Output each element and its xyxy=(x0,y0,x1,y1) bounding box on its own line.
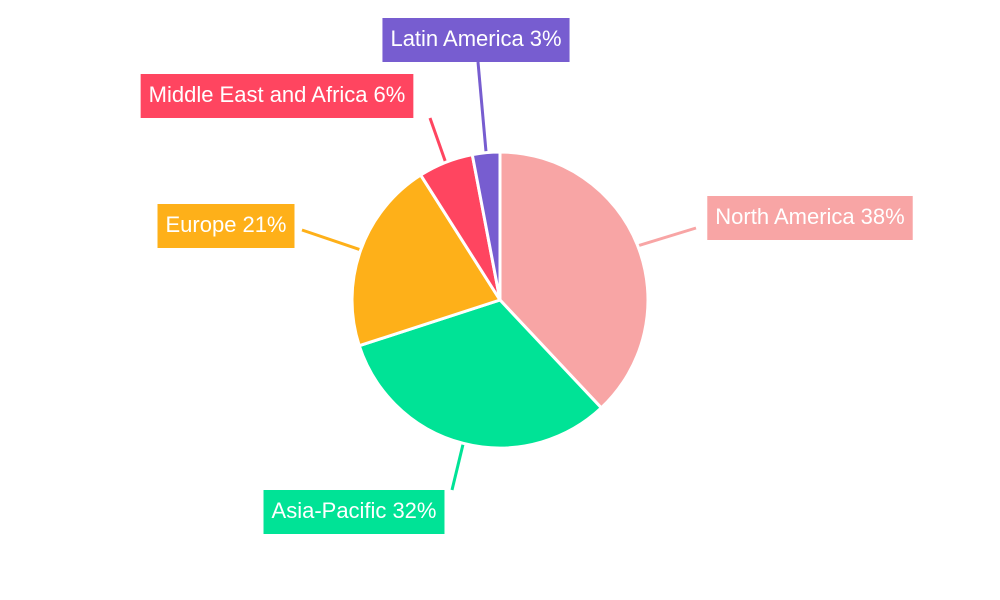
label-text: Latin America 3% xyxy=(390,26,561,51)
pie-slice xyxy=(498,150,650,411)
label-value: 21% xyxy=(242,212,286,237)
data-label: Latin America 3% xyxy=(382,18,570,62)
pie-slice xyxy=(357,298,604,450)
connectors xyxy=(301,61,697,491)
label-box xyxy=(140,74,414,118)
data-label: Asia-Pacific 32% xyxy=(263,490,445,534)
label-box xyxy=(707,196,913,240)
data-label: Middle East and Africa 6% xyxy=(140,74,414,118)
label-value: 32% xyxy=(392,498,436,523)
label-category: North America xyxy=(715,204,855,229)
label-text: Europe 21% xyxy=(166,212,287,237)
label-text: North America 38% xyxy=(715,204,904,229)
connector xyxy=(428,117,449,167)
label-category: Latin America xyxy=(390,26,524,51)
connector xyxy=(301,228,365,253)
label-value: 6% xyxy=(374,82,406,107)
pie-slice xyxy=(350,172,503,348)
connector xyxy=(633,226,697,249)
label-text: Middle East and Africa 6% xyxy=(149,82,406,107)
connector xyxy=(476,61,488,157)
label-category: Asia-Pacific xyxy=(272,498,387,523)
label-value: 38% xyxy=(861,204,905,229)
label-box xyxy=(157,204,295,248)
data-label: Europe 21% xyxy=(157,204,295,248)
label-box xyxy=(382,18,570,62)
label-text: Asia-Pacific 32% xyxy=(272,498,437,523)
label-category: Europe xyxy=(166,212,237,237)
label-box xyxy=(263,490,445,534)
label-category: Middle East and Africa xyxy=(149,82,369,107)
connector xyxy=(450,439,466,491)
data-label: North America 38% xyxy=(707,196,913,240)
pie-slice xyxy=(470,150,502,301)
label-value: 3% xyxy=(530,26,562,51)
